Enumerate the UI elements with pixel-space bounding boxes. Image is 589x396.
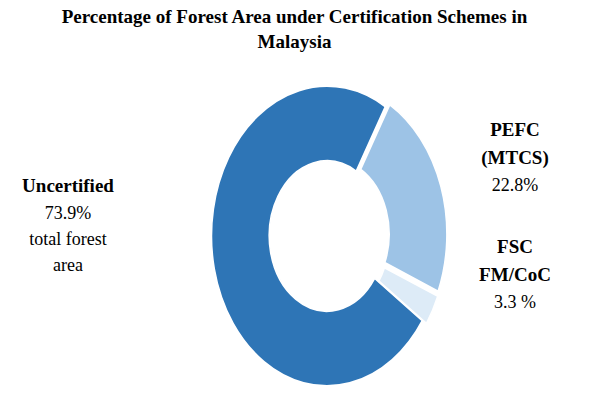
slice <box>379 267 438 323</box>
slice-label: PEFC (MTCS) 22.8% <box>481 119 549 195</box>
annotation-line: total forest <box>29 229 106 249</box>
category-label-line: FM/CoC <box>479 264 551 285</box>
category-label-line: (MTCS) <box>481 147 549 169</box>
category-label-line: FSC <box>497 236 533 257</box>
category-label-line: Uncertified <box>22 175 114 196</box>
category-label: Uncertified <box>22 175 114 196</box>
category-label: PEFC (MTCS) <box>481 119 549 169</box>
slice <box>361 105 447 292</box>
category-label-line: PEFC <box>490 119 540 140</box>
annotation-line: area <box>53 255 83 275</box>
value-label: 73.9% <box>45 203 92 223</box>
value-label: 22.8% <box>492 175 539 195</box>
donut <box>211 86 446 386</box>
value-label: 3.3 % <box>494 292 536 312</box>
annotation: total forest area <box>29 229 106 275</box>
title-line: Malaysia <box>258 31 332 52</box>
title-line: Percentage of Forest Area under Certific… <box>62 6 528 27</box>
slice-label: FSC FM/CoC 3.3 % <box>479 236 551 312</box>
title: Percentage of Forest Area under Certific… <box>62 6 528 52</box>
slice-label: Uncertified 73.9% total forest area <box>22 175 114 275</box>
category-label: FSC FM/CoC <box>479 236 551 285</box>
chart: Percentage of Forest Area under Certific… <box>0 0 589 396</box>
